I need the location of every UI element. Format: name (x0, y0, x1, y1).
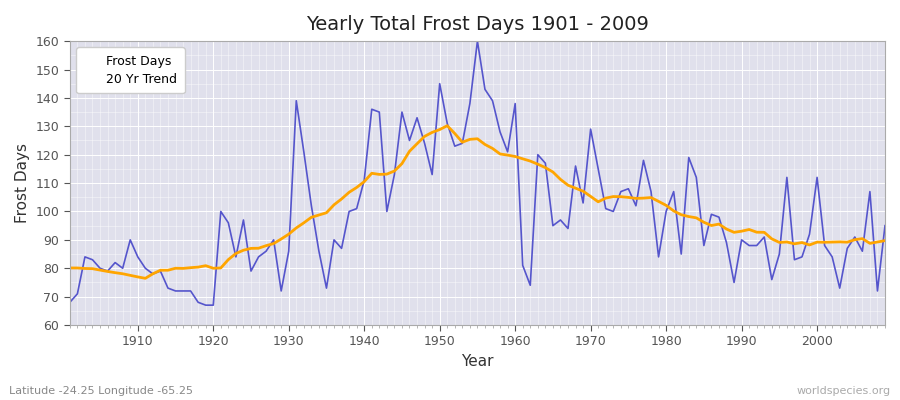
Frost Days (879, 223, 890, 228)
Y-axis label: Frost Days: Frost Days (15, 143, 30, 223)
Line: Frost Days: Frost Days (70, 41, 885, 305)
Frost Days (299, 150, 310, 154)
X-axis label: Year: Year (461, 354, 494, 369)
20 Yr Trend (879, 238, 890, 243)
Frost Days (65, 300, 76, 305)
Frost Days (472, 39, 482, 44)
Text: Latitude -24.25 Longitude -65.25: Latitude -24.25 Longitude -65.25 (9, 386, 193, 396)
20 Yr Trend (299, 220, 310, 225)
20 Yr Trend (518, 156, 528, 161)
Title: Yearly Total Frost Days 1901 - 2009: Yearly Total Frost Days 1901 - 2009 (306, 15, 649, 34)
20 Yr Trend (525, 159, 535, 164)
Line: 20 Yr Trend: 20 Yr Trend (70, 126, 885, 278)
20 Yr Trend (125, 273, 136, 278)
20 Yr Trend (65, 266, 76, 270)
20 Yr Trend (616, 194, 626, 199)
Frost Days (125, 238, 136, 242)
Legend: Frost Days, 20 Yr Trend: Frost Days, 20 Yr Trend (76, 47, 184, 93)
Frost Days (616, 189, 626, 194)
Text: worldspecies.org: worldspecies.org (796, 386, 891, 396)
Frost Days (525, 283, 535, 288)
Frost Days (201, 303, 212, 308)
Frost Days (344, 209, 355, 214)
20 Yr Trend (442, 123, 453, 128)
20 Yr Trend (344, 190, 355, 195)
20 Yr Trend (140, 276, 150, 281)
Frost Days (518, 263, 528, 268)
